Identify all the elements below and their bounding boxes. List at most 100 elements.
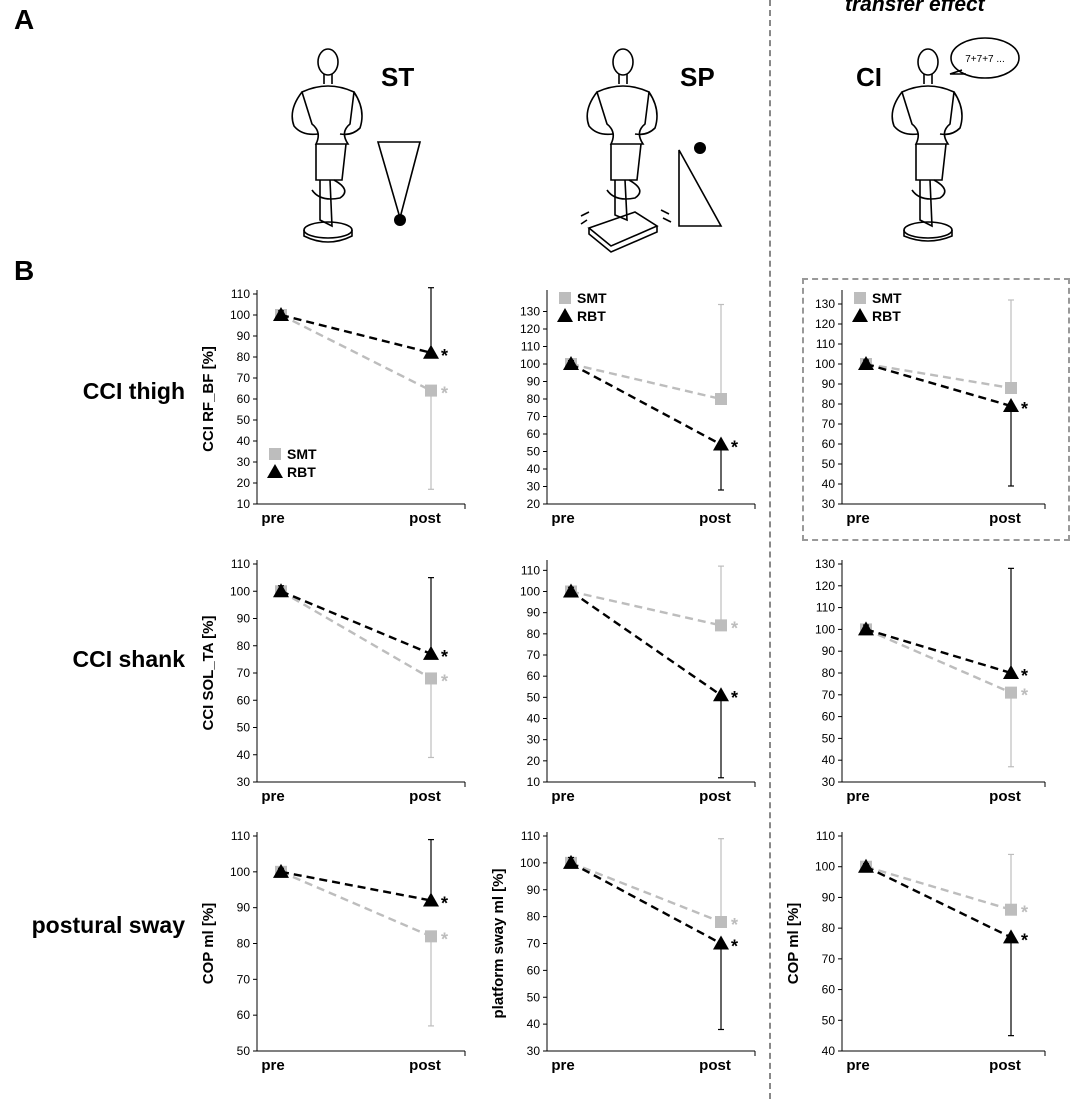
- condition-label-sp: SP: [680, 62, 715, 92]
- y-tick-label: 90: [822, 377, 836, 391]
- y-tick-label: 70: [527, 648, 541, 662]
- y-tick-label: 40: [822, 477, 836, 491]
- data-point-rbt: [1003, 665, 1019, 679]
- y-tick-label: 50: [822, 457, 836, 471]
- y-tick-label: 10: [237, 497, 251, 511]
- y-tick-label: 60: [822, 437, 836, 451]
- data-point-rbt: [563, 854, 579, 869]
- row-label-postural-sway: postural sway: [31, 912, 185, 938]
- y-tick-label: 60: [237, 392, 251, 406]
- significance-star: *: [441, 647, 448, 667]
- legend-label-smt: SMT: [872, 290, 902, 306]
- y-tick-label: 80: [822, 666, 836, 680]
- data-point-smt: [1005, 903, 1017, 916]
- legend-marker-rbt: [267, 464, 283, 478]
- x-tick-label: pre: [551, 510, 574, 527]
- data-point-rbt: [858, 858, 874, 873]
- y-tick-label: 50: [237, 721, 251, 735]
- data-point-smt: [425, 672, 437, 685]
- y-tick-label: 70: [527, 410, 541, 424]
- figure-ci-illustration: 7+7+7 ...: [891, 37, 1020, 242]
- y-tick-label: 100: [520, 357, 540, 371]
- pendulum-weight: [694, 142, 706, 154]
- y-tick-label: 110: [231, 557, 250, 571]
- legend-label-rbt: RBT: [577, 308, 606, 324]
- x-tick-label: post: [699, 1057, 731, 1074]
- y-tick-label: 110: [816, 337, 835, 351]
- y-tick-label: 50: [527, 990, 541, 1004]
- significance-star: *: [1021, 930, 1028, 950]
- legend-label-rbt: RBT: [287, 464, 316, 480]
- significance-star: *: [441, 929, 448, 949]
- y-tick-label: 110: [521, 563, 540, 577]
- series-line-smt: [865, 362, 1012, 390]
- series-line-rbt: [570, 590, 722, 697]
- data-point-rbt: [858, 621, 874, 636]
- series-line-smt: [280, 313, 432, 392]
- series-line-rbt: [280, 590, 432, 656]
- series-line-rbt: [865, 865, 1012, 939]
- series-line-smt: [570, 861, 722, 924]
- y-tick-label: 100: [815, 357, 835, 371]
- data-point-rbt: [273, 307, 289, 321]
- y-tick-label: 90: [527, 375, 541, 389]
- y-tick-label: 90: [237, 329, 251, 343]
- y-tick-label: 130: [815, 557, 835, 571]
- y-tick-label: 100: [230, 865, 250, 879]
- y-tick-label: 50: [237, 1044, 251, 1058]
- y-tick-label: 10: [527, 775, 541, 789]
- data-point-smt: [1005, 686, 1017, 699]
- y-tick-label: 40: [822, 753, 836, 767]
- x-tick-label: post: [409, 1057, 441, 1074]
- data-point-rbt: [713, 687, 729, 702]
- data-point-rbt: [423, 344, 439, 359]
- speech-bubble: [950, 37, 1020, 79]
- significance-star: *: [1021, 903, 1028, 923]
- y-tick-label: 100: [230, 308, 250, 322]
- x-tick-label: pre: [261, 510, 284, 527]
- y-tick-label: 110: [521, 829, 540, 843]
- significance-star: *: [1021, 666, 1028, 686]
- y-tick-label: 70: [822, 688, 836, 702]
- y-tick-label: 100: [230, 584, 250, 598]
- chart-cci-thigh-st: 10 20 30 40 50 60 70 80 90 100 110 pre post CCI RF_BF…: [200, 287, 466, 527]
- y-tick-label: 90: [527, 883, 541, 897]
- significance-star: *: [441, 894, 448, 914]
- y-tick-label: 50: [527, 690, 541, 704]
- highlight-box: [802, 278, 1070, 541]
- y-tick-label: 120: [520, 322, 540, 336]
- y-tick-label: 80: [237, 937, 251, 951]
- series-line-rbt: [280, 870, 432, 902]
- data-point-smt: [1005, 382, 1017, 394]
- y-tick-label: 40: [527, 712, 541, 726]
- x-tick-label: post: [409, 788, 441, 805]
- significance-star: *: [441, 671, 448, 691]
- y-tick-label: 120: [815, 317, 835, 331]
- x-tick-label: post: [699, 788, 731, 805]
- condition-label-ci: CI: [856, 62, 882, 92]
- series-line-smt: [570, 362, 722, 401]
- transfer-effect-label: transfer effect: [845, 0, 985, 16]
- data-point-rbt: [423, 892, 439, 907]
- legend-label-smt: SMT: [287, 446, 317, 462]
- significance-star: *: [731, 688, 738, 708]
- data-point-rbt: [273, 863, 289, 878]
- speech-bubble-text: 7+7+7 ...: [965, 54, 1004, 65]
- series-line-smt: [280, 590, 432, 680]
- data-point-smt: [715, 916, 727, 928]
- y-tick-label: 40: [527, 1017, 541, 1031]
- x-tick-label: pre: [551, 788, 574, 805]
- swinging-platform: [587, 211, 659, 247]
- y-tick-label: 60: [527, 669, 541, 683]
- chart-postural-sway-st: 50 60 70 80 90 100 110 pre post COP ml [%] * *: [200, 829, 466, 1074]
- y-tick-label: 60: [237, 1008, 251, 1022]
- panel-label-b: B: [14, 255, 35, 286]
- y-tick-label: 90: [527, 606, 541, 620]
- y-tick-label: 40: [237, 748, 251, 762]
- x-tick-label: post: [409, 510, 441, 527]
- pendulum-weight: [394, 214, 406, 226]
- significance-star: *: [1021, 686, 1028, 706]
- data-point-rbt: [423, 645, 439, 660]
- chart-cci-shank-st: 30 40 50 60 70 80 90 100 110 pre post CCI SOL_TA [%…: [200, 557, 466, 805]
- y-tick-label: 50: [237, 413, 251, 427]
